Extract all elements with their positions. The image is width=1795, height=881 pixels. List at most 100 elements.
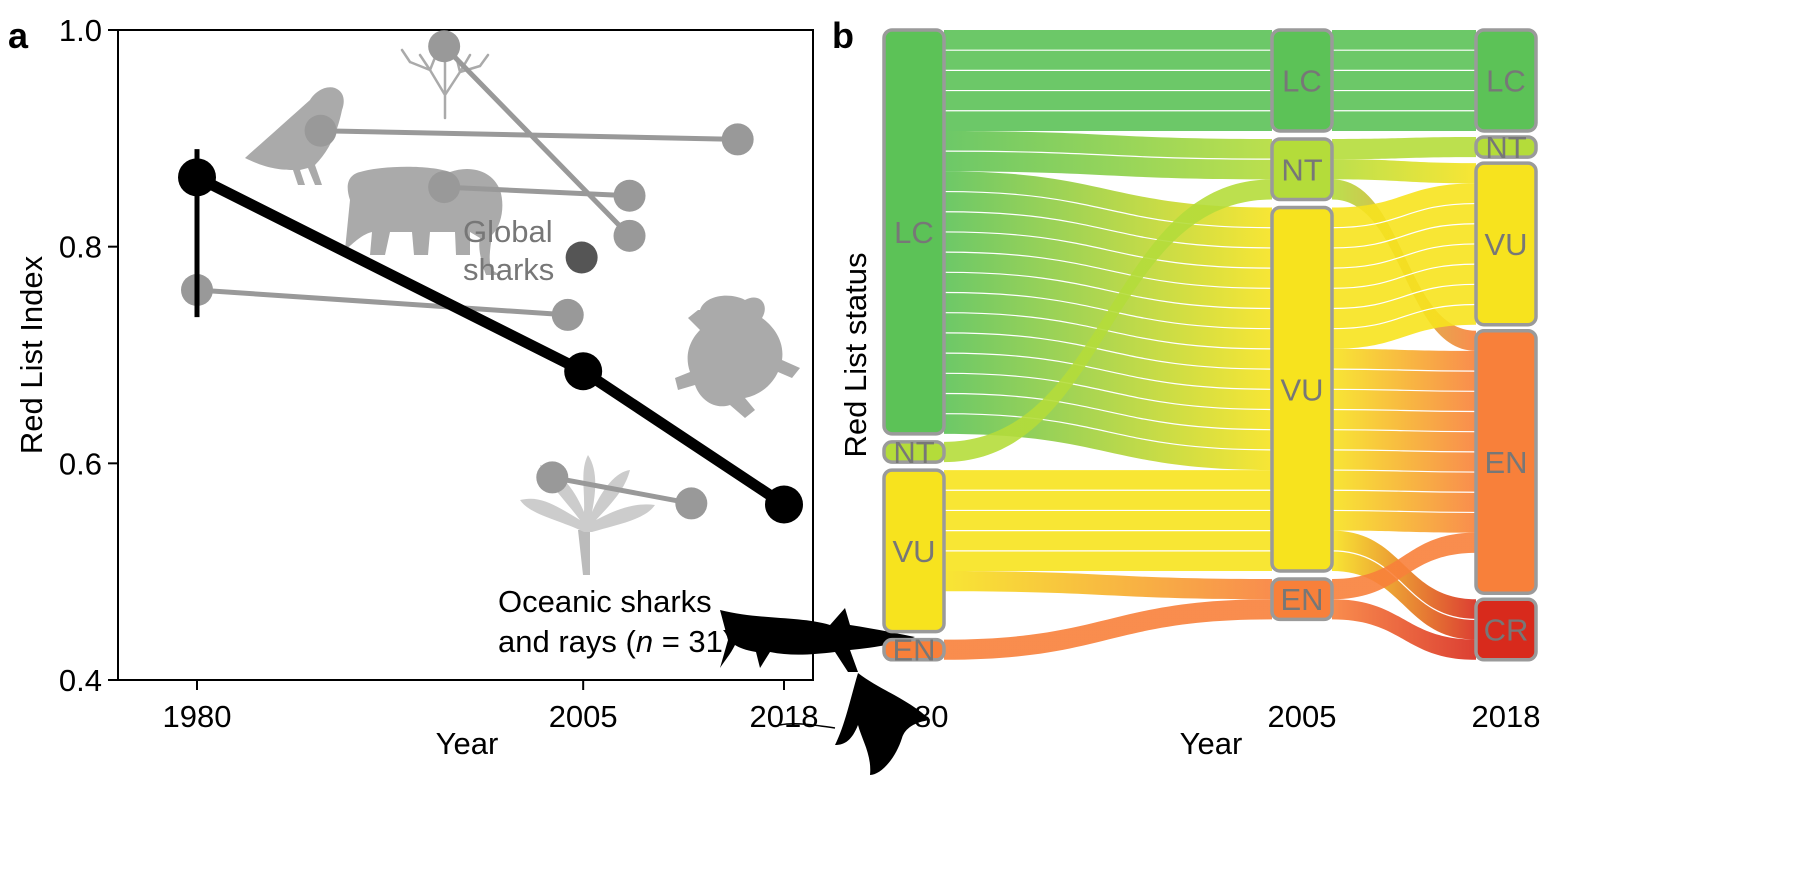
data-point [551,298,584,331]
series-line [320,128,738,142]
node-label: NT [1281,152,1322,187]
node-box [882,440,946,464]
series-line [551,474,692,506]
panel-a-y-tick-label: 1.0 [59,13,102,48]
series-cycad [536,461,708,520]
bird-icon [245,87,344,185]
data-point [428,30,461,63]
node-box [1270,137,1334,202]
panel-b-x-tick-label: 1980 [880,699,949,734]
panel-a-x-axis-label: Year [436,726,499,761]
elephant-icon [345,166,503,275]
node-2018-lc: LC [1474,28,1538,133]
panel-b-nodes: LC NT VU EN LC NT VU EN LC NT VU EN CR [882,28,1538,668]
series-line [196,287,568,318]
panel-b-x-tick-label: 2018 [1472,699,1541,734]
species-separator [1331,243,1477,269]
node-box [882,468,946,634]
node-box [882,637,946,662]
species-separator [943,251,1273,289]
oceanic-label-prefix: and rays ( [498,624,637,659]
panel-a: a 0.4 0.6 0.8 1.0 1980 2005 2018 Year Red Lis… [8,13,930,775]
node-box [1474,161,1538,327]
species-separator [943,271,1273,310]
node-label: EN [1280,582,1323,617]
node-2005-vu: VU [1270,205,1334,573]
species-separator [943,211,1273,249]
data-point [178,158,216,197]
node-box [1270,577,1334,622]
series-oceanic [178,149,803,524]
node-label: VU [892,534,935,569]
data-point [428,171,461,204]
shark-icon [720,608,915,672]
species-separator [1331,489,1477,493]
node-2018-cr: CR [1474,597,1538,662]
panel-a-y-tick-label: 0.6 [59,446,102,481]
data-point [765,485,803,524]
data-point [721,123,754,156]
panel-a-x-tick-label: 2018 [750,699,819,734]
species-separator [1331,469,1477,473]
species-separator [1331,263,1477,289]
species-separator [943,352,1273,390]
species-separator [943,190,1273,229]
panel-b-x-tick-label: 2005 [1268,699,1337,734]
node-2005-en: EN [1270,577,1334,622]
node-2018-nt: NT [1474,130,1538,165]
data-point [613,179,646,212]
series-coral [428,30,646,252]
manta-ray-icon [835,673,930,775]
panel-b-x-axis: 1980 2005 2018 [880,699,1541,734]
series-line [442,44,632,238]
node-box [1270,205,1334,573]
node-label: LC [894,215,934,250]
node-label: LC [1282,63,1322,98]
species-separator [943,413,1273,451]
node-label: NT [1485,130,1526,165]
flow-lc-to-lc [944,30,1272,131]
flow-vu-to-vu [1332,183,1476,349]
data-point [565,241,598,274]
species-separator [1331,429,1477,433]
panel-b-y-axis-label: Red List status [838,252,873,457]
node-label: LC [1486,63,1526,98]
oceanic-label-suffix: = 31) [653,624,733,659]
frog-icon [675,295,800,418]
species-separator [943,332,1273,370]
flow-nt-to-vu [1332,159,1476,184]
global-sharks-label-line1: Global [463,214,553,249]
node-1980-lc: LC [882,28,946,436]
flow-en-to-en [1332,532,1476,600]
panel-a-x-axis: 1980 2005 2018 [163,680,819,734]
panel-a-letter: a [8,15,29,56]
node-label: EN [1484,445,1527,480]
panel-b: b LC NT VU EN LC NT VU EN LC NT VU EN CR 1980 2005 201… [832,15,1540,761]
panel-a-y-axis-label: Red List Index [14,255,49,454]
species-separator [943,372,1273,411]
flow-lc-to-lc [1332,30,1476,131]
manta-tail-icon [779,723,836,729]
species-separator [1331,408,1477,413]
node-box [1270,28,1334,133]
oceanic-label-line1: Oceanic sharks [498,584,712,619]
node-1980-en: EN [882,633,946,668]
node-2018-vu: VU [1474,161,1538,327]
species-separator [1331,303,1477,330]
species-separator [1331,509,1477,514]
node-label: CR [1484,613,1529,648]
panel-b-x-axis-label: Year [1180,726,1243,761]
panel-b-flows [943,30,1477,660]
node-label: EN [892,633,935,668]
flow-en-to-en [944,599,1272,660]
node-box [1474,28,1538,133]
species-separator [1331,283,1477,310]
series-line [444,184,630,199]
node-box [1474,597,1538,662]
node-box [1474,328,1538,595]
flow-vu-to-vu [944,470,1272,572]
species-separator [1331,550,1477,621]
flow-en-to-cr [1332,599,1476,660]
series-global [565,241,598,274]
